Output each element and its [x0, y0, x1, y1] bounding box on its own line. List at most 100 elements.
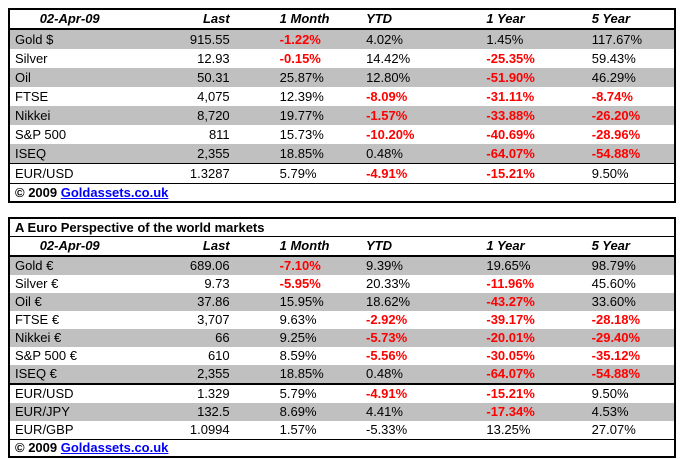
pct-value: 4.41%	[364, 403, 485, 421]
pct-value: -30.05%	[486, 348, 535, 363]
pct-value: -15.21%	[484, 383, 590, 403]
pct-value: -39.17%	[486, 312, 535, 327]
col-header-1month: 1 Month	[233, 9, 365, 30]
pct-value: 45.60%	[591, 276, 636, 291]
pct-value: -51.90%	[484, 68, 590, 87]
pct-value: 8.69%	[233, 403, 365, 421]
table-title-row: A Euro Perspective of the world markets	[9, 218, 675, 237]
pct-value: -7.10%	[233, 256, 365, 275]
table-row: Gold €689.06 -7.10% 9.39% 19.65% 98.79%	[9, 256, 675, 275]
pct-value: 1.45%	[484, 29, 590, 49]
pct-value: -5.33%	[366, 422, 408, 437]
pct-value: -43.27%	[484, 293, 590, 311]
last-value: 50.31	[129, 68, 234, 87]
row-label: Gold €	[9, 256, 130, 275]
pct-value: 8.59%	[279, 348, 317, 363]
pct-value: 25.87%	[233, 68, 365, 87]
row-label: EUR/USD	[9, 383, 130, 403]
pct-value: -64.07%	[484, 144, 590, 164]
pct-value: -64.07%	[484, 365, 590, 384]
last-value: 915.55	[129, 29, 234, 49]
col-header-ytd: YTD	[364, 9, 485, 30]
footer-cell: © 2009 Goldassets.co.uk	[9, 183, 675, 202]
row-label: FTSE	[15, 89, 49, 104]
table-row: Oil 50.31 25.87% 12.80% -51.90% 46.29%	[9, 68, 675, 87]
pct-value: 13.25%	[486, 422, 531, 437]
table-row: EUR/USD 1.329 5.79% -4.91% -15.21% 9.50%	[9, 383, 675, 403]
table-header-row: 02-Apr-09 Last 1 Month YTD 1 Year 5 Year	[9, 236, 675, 257]
row-label: ISEQ €	[9, 365, 130, 384]
col-header-1year: 1 Year	[484, 9, 590, 30]
row-label: Gold $	[9, 29, 130, 49]
pct-value: -26.20%	[589, 106, 675, 125]
col-header-last: Last	[129, 236, 234, 257]
row-label: FTSE €	[15, 312, 60, 327]
table-row: ISEQ 2,355 18.85% 0.48% -64.07% -54.88%	[9, 144, 675, 164]
last-value: 132.5	[129, 403, 234, 421]
last-value: 610	[207, 348, 230, 363]
pct-value: 19.65%	[484, 256, 590, 275]
pct-value: -8.09%	[366, 89, 408, 104]
pct-value: 9.39%	[364, 256, 485, 275]
pct-value: -5.56%	[366, 348, 408, 363]
table-row: S&P 500 € 610 8.59% -5.56% -30.05% -35.12%	[9, 347, 675, 365]
row-label: Oil	[9, 68, 130, 87]
col-header-ytd: YTD	[364, 236, 485, 257]
pct-value: 5.79%	[233, 383, 365, 403]
copyright-text: © 2009	[15, 440, 58, 455]
last-value: 811	[208, 127, 230, 142]
pct-value: 4.02%	[364, 29, 485, 49]
pct-value: 18.85%	[233, 365, 365, 384]
last-value: 689.06	[129, 256, 234, 275]
col-header-5year: 5 Year	[589, 236, 675, 257]
row-label: EUR/JPY	[9, 403, 130, 421]
pct-value: -10.20%	[366, 127, 415, 142]
table-row: Nikkei 8,720 19.77% -1.57% -33.88% -26.20%	[9, 106, 675, 125]
date-header: 02-Apr-09	[9, 236, 130, 257]
col-header-1year: 1 Year	[484, 236, 590, 257]
row-label: S&P 500 €	[15, 348, 77, 363]
pct-value: -4.91%	[364, 383, 485, 403]
pct-value: 9.63%	[279, 312, 317, 327]
pct-value: -20.01%	[484, 329, 590, 347]
table-row: EUR/USD 1.3287 5.79% -4.91% -15.21% 9.50%	[9, 163, 675, 184]
pct-value: 12.80%	[364, 68, 485, 87]
pct-value: -29.40%	[589, 329, 675, 347]
table-footer-row: © 2009 Goldassets.co.uk	[9, 439, 675, 457]
pct-value: -17.34%	[484, 403, 590, 421]
last-value: 2,355	[129, 144, 234, 164]
pct-value: 27.07%	[591, 422, 636, 437]
pct-value: -31.11%	[486, 89, 535, 104]
col-header-5year: 5 Year	[589, 9, 675, 30]
row-label: ISEQ	[9, 144, 130, 164]
date-header: 02-Apr-09	[9, 9, 130, 30]
pct-value: 98.79%	[589, 256, 675, 275]
pct-value: 0.48%	[364, 365, 485, 384]
pct-value: -4.91%	[364, 163, 485, 184]
pct-value: 15.73%	[279, 127, 324, 142]
pct-value: 117.67%	[589, 29, 675, 49]
col-header-last: Last	[129, 9, 234, 30]
goldassets-link[interactable]: Goldassets.co.uk	[60, 185, 169, 200]
row-label: Oil €	[9, 293, 130, 311]
table-row: Silver 12.93 -0.15% 14.42% -25.35% 59.43%	[9, 49, 675, 68]
table-title: A Euro Perspective of the world markets	[9, 218, 675, 237]
table-row: ISEQ €2,355 18.85% 0.48% -64.07% -54.88%	[9, 365, 675, 384]
pct-value: 9.50%	[589, 163, 675, 184]
pct-value: 9.50%	[589, 383, 675, 403]
row-label: EUR/USD	[9, 163, 130, 184]
pct-value: 59.43%	[591, 51, 636, 66]
pct-value: -5.73%	[364, 329, 485, 347]
pct-value: -1.57%	[364, 106, 485, 125]
last-value: 9.73	[204, 276, 230, 291]
table-row: EUR/GBP 1.0994 1.57% -5.33% 13.25% 27.07%	[9, 421, 675, 440]
last-value: 2,355	[129, 365, 234, 384]
pct-value: 46.29%	[589, 68, 675, 87]
copyright-text: © 2009	[15, 185, 58, 200]
table-row: Oil €37.86 15.95% 18.62% -43.27% 33.60%	[9, 293, 675, 311]
row-label: EUR/GBP	[15, 422, 74, 437]
pct-value: 15.95%	[233, 293, 365, 311]
goldassets-link[interactable]: Goldassets.co.uk	[60, 440, 169, 455]
pct-value: -28.18%	[591, 312, 641, 327]
table-row: Nikkei €66 9.25% -5.73% -20.01% -29.40%	[9, 329, 675, 347]
